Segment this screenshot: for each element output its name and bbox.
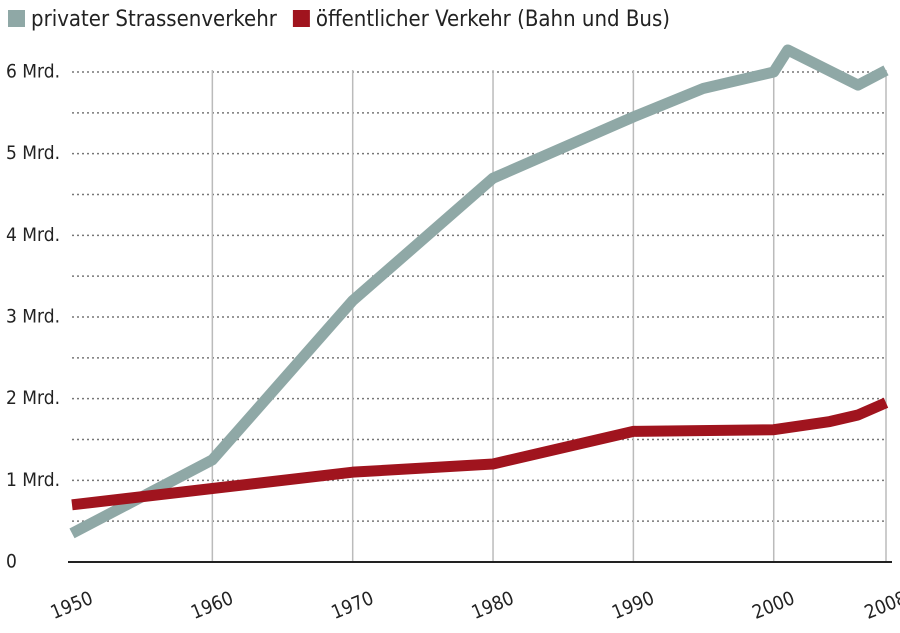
- y-tick-label: 2 Mrd.: [6, 387, 60, 409]
- x-tick-label: 1990: [609, 587, 658, 624]
- y-tick-label: 4 Mrd.: [6, 224, 60, 246]
- y-tick-label: 1 Mrd.: [6, 469, 60, 491]
- x-tick-label: 1960: [188, 587, 237, 624]
- x-tick-label: 1980: [469, 587, 518, 624]
- x-tick-label: 1950: [48, 587, 97, 624]
- x-tick-label: 2000: [749, 587, 798, 624]
- legend-swatch: [292, 10, 310, 27]
- y-tick-label: 0: [6, 551, 17, 573]
- y-tick-label: 3 Mrd.: [6, 306, 60, 328]
- line: [71, 397, 889, 511]
- y-tick-label: 6 Mrd.: [6, 61, 60, 83]
- legend-swatch: [8, 10, 25, 27]
- legend-label: privater Strassenverkehr: [31, 7, 278, 32]
- legend-label: öffentlicher Verkehr (Bahn und Bus): [316, 7, 670, 32]
- y-tick-label: 5 Mrd.: [6, 142, 60, 164]
- x-tick-label: 2008: [862, 587, 900, 624]
- line: [69, 44, 889, 539]
- x-tick-label: 1970: [328, 587, 377, 624]
